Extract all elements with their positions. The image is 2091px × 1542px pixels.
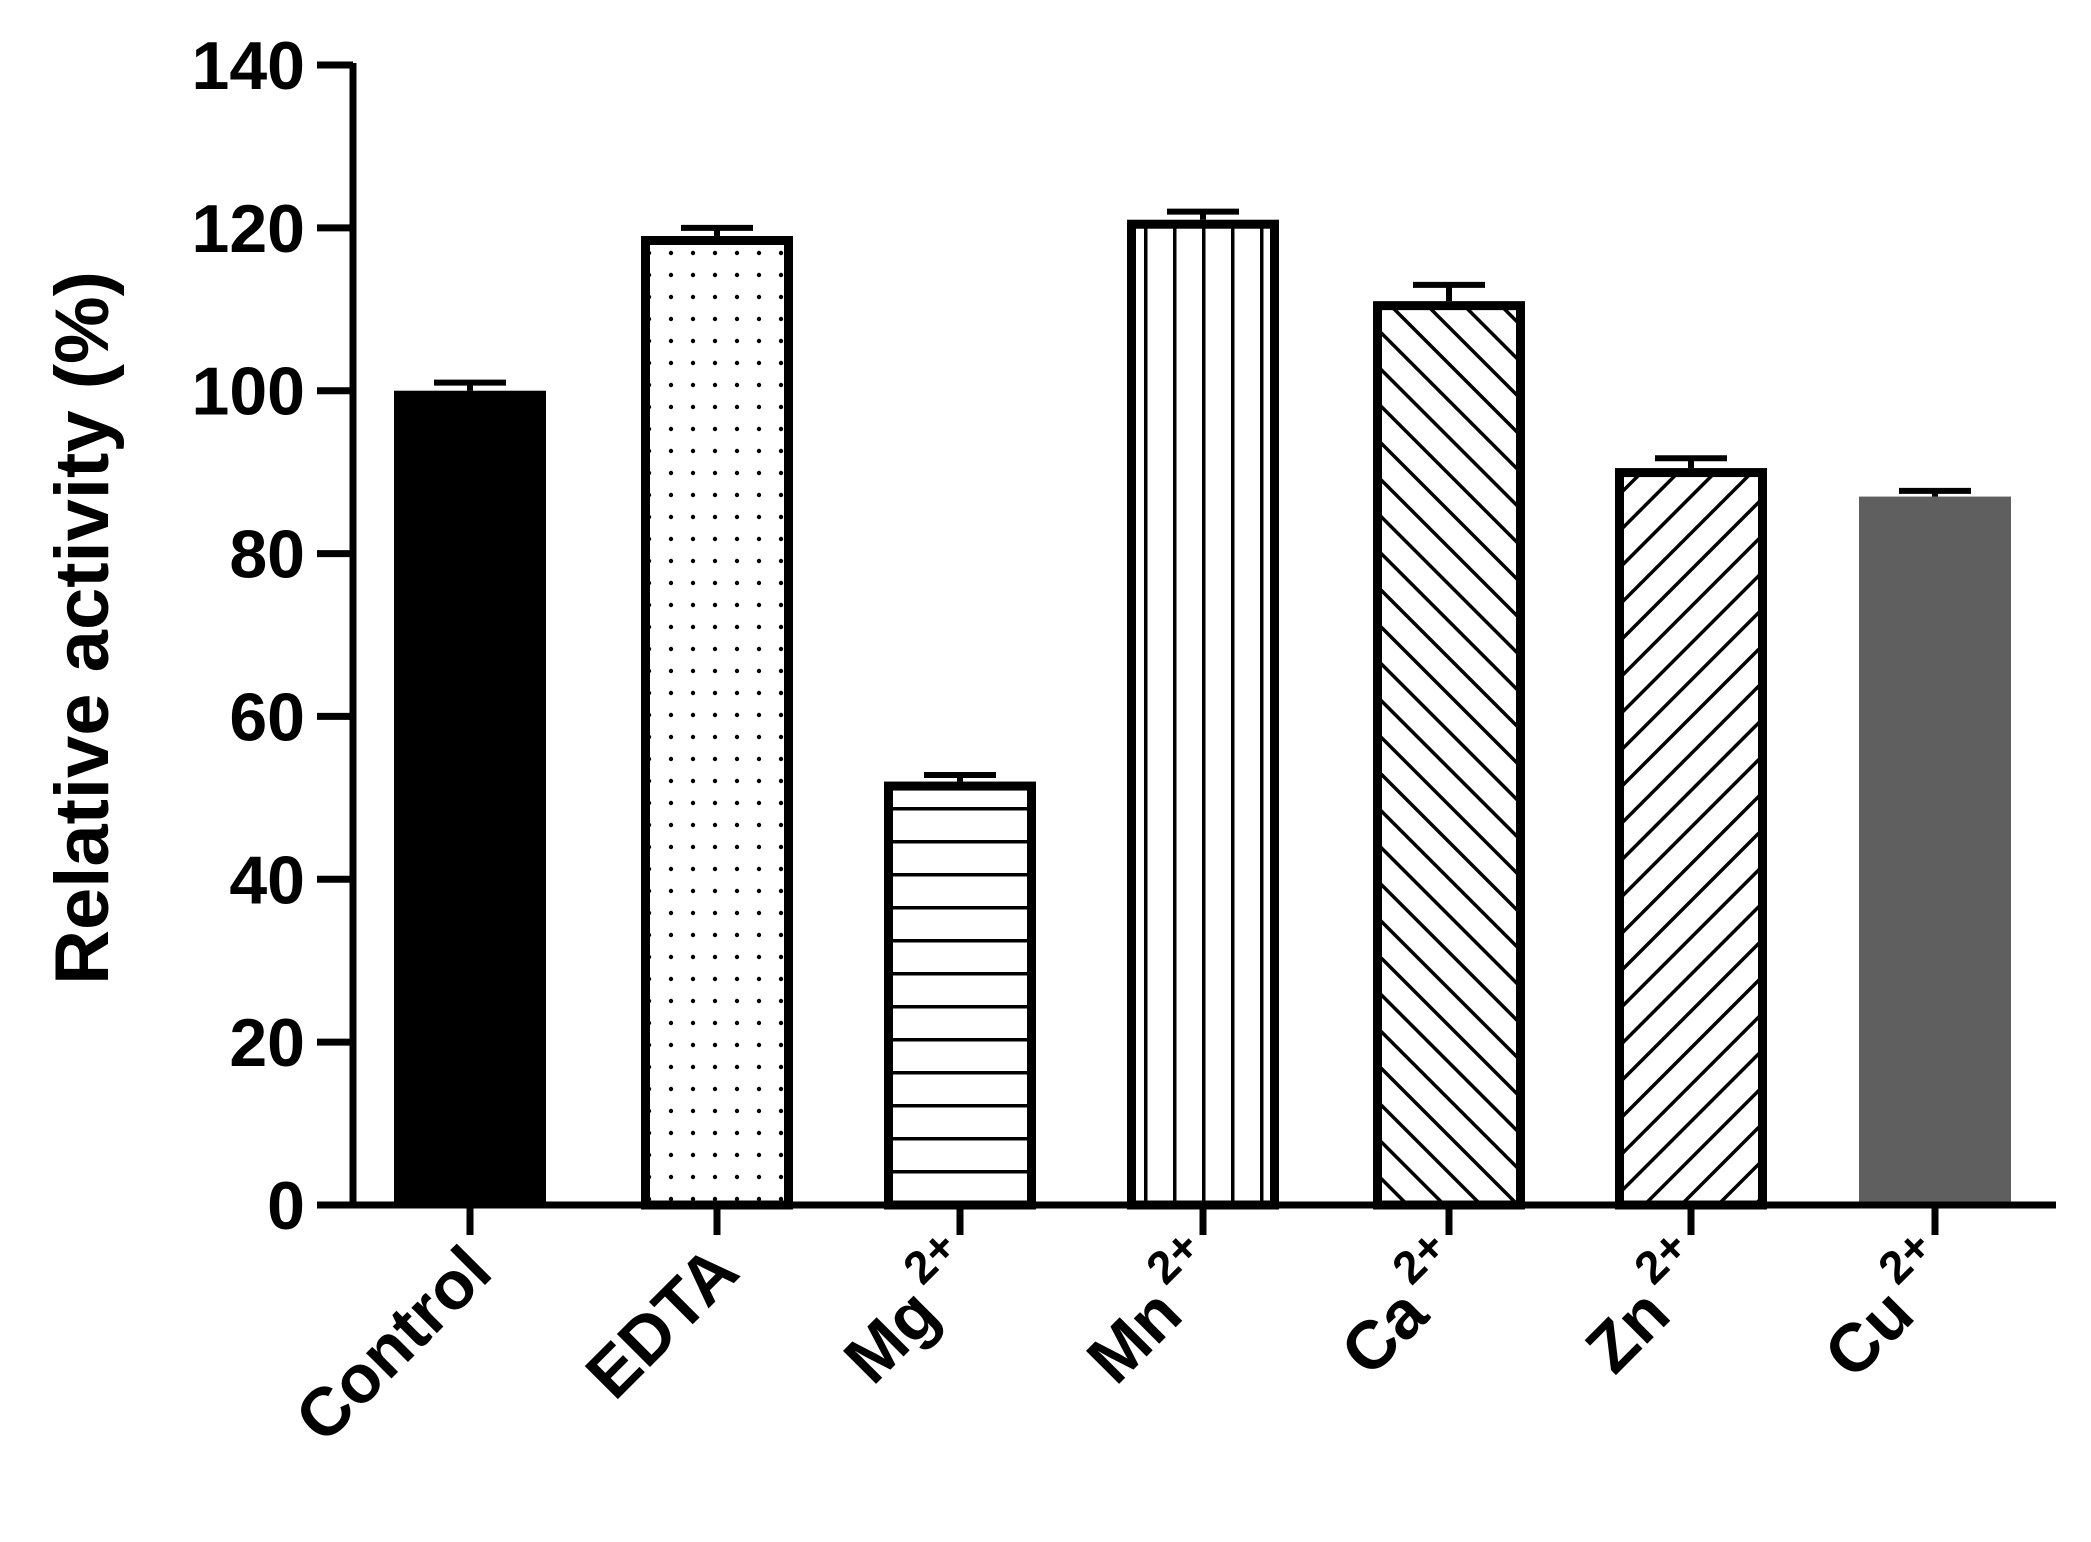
x-tick-label-base: Control [281,1232,506,1457]
x-tick-label-group: Zn2+ [1559,1220,1726,1387]
x-tick-label-group: Ca2+ [1315,1220,1485,1390]
x-tick-label-group: Control [281,1232,506,1457]
x-tick-label: Ca2+ [1315,1220,1485,1390]
x-tick-label-base: Mg [830,1275,953,1398]
y-tick-label: 60 [229,679,305,755]
x-tick-label-base: Cu [1810,1275,1928,1393]
bar [884,781,1036,1210]
x-tick-label-base: Mn [1073,1275,1196,1398]
y-tick-label: 80 [229,517,305,593]
y-tick-label: 20 [229,1005,305,1081]
x-tick-label: Mn2+ [1061,1220,1239,1398]
y-axis-ticks: 0 20 40 60 80 100 120 140 [192,28,353,1244]
x-tick-label-group: Cu2+ [1798,1220,1971,1393]
x-tick-label-base: Zn [1571,1275,1683,1387]
x-tick-label: Control [281,1232,506,1457]
x-tick-label-base: EDTA [572,1232,753,1413]
y-tick-label: 0 [267,1168,305,1244]
y-axis-label-group: Relative activity (%) [40,271,125,985]
bar [394,390,546,1205]
x-tick-label: EDTA [572,1232,753,1413]
x-tick-label-base: Ca [1327,1274,1443,1390]
x-tick-label-group: Mg2+ [818,1220,996,1398]
bar [1615,468,1767,1210]
x-axis-ticks: Control EDTA Mg2+ Mn2+ Ca2+ Zn2+ Cu2+ [281,1205,1971,1457]
x-tick-label-group: EDTA [572,1232,753,1413]
x-tick-label: Mg2+ [818,1220,996,1398]
y-tick-label: 100 [192,354,305,430]
bar [641,236,793,1210]
y-tick-label: 140 [192,28,305,104]
x-tick-label: Cu2+ [1798,1220,1971,1393]
bar [1127,219,1279,1210]
x-tick-label-group: Mn2+ [1061,1220,1239,1398]
y-tick-label: 120 [192,191,305,267]
error-bars [434,208,1971,782]
y-axis-label: Relative activity (%) [40,271,125,985]
x-tick-label: Zn2+ [1559,1220,1726,1387]
y-tick-label: 40 [229,842,305,918]
bars [394,219,2011,1210]
bar [1859,496,2011,1206]
bar [1373,301,1525,1210]
